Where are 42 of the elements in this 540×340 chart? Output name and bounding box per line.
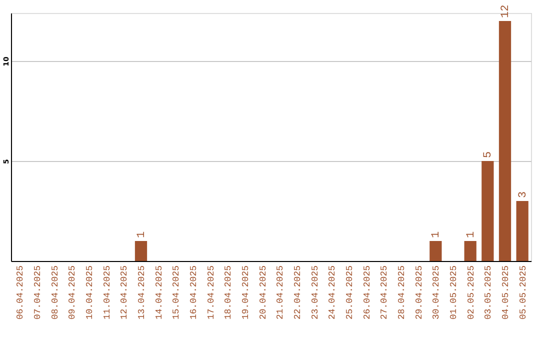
x-tick-label: 27.04.2025 — [380, 266, 390, 320]
x-tick-label: 13.04.2025 — [137, 266, 147, 320]
data-label: 1 — [136, 231, 148, 238]
x-tick-label: 07.04.2025 — [33, 266, 43, 320]
x-tick-label: 03.05.2025 — [484, 266, 494, 320]
x-tick-label: 06.04.2025 — [16, 266, 26, 320]
x-tick-label: 15.04.2025 — [172, 266, 182, 320]
x-tick-label: 26.04.2025 — [362, 266, 372, 320]
x-tick-label: 24.04.2025 — [328, 266, 338, 320]
bar — [482, 161, 494, 261]
bar — [464, 241, 476, 261]
x-tick-label: 25.04.2025 — [345, 266, 355, 320]
data-label: 12 — [500, 4, 512, 18]
data-label: 5 — [482, 151, 495, 158]
x-tick-label: 30.04.2025 — [432, 266, 442, 320]
x-tick-label: 09.04.2025 — [68, 266, 78, 320]
data-label: 1 — [430, 231, 443, 238]
bar — [430, 241, 442, 261]
data-label: 3 — [517, 191, 530, 198]
x-tick-label: 10.04.2025 — [85, 266, 95, 320]
x-tick-label: 02.05.2025 — [466, 266, 476, 320]
x-tick-label: 28.04.2025 — [397, 266, 407, 320]
x-tick-label: 16.04.2025 — [189, 266, 199, 320]
bar — [516, 201, 528, 261]
bar — [498, 21, 512, 261]
x-tick-label: 21.04.2025 — [276, 266, 286, 320]
x-tick-label: 11.04.2025 — [102, 266, 112, 320]
bar — [134, 241, 148, 261]
x-tick-label: 04.05.2025 — [501, 266, 511, 320]
x-tick-label: 23.04.2025 — [310, 266, 320, 320]
x-tick-label: 08.04.2025 — [50, 266, 60, 320]
x-tick-label: 29.04.2025 — [414, 266, 424, 320]
x-tick-label: 18.04.2025 — [224, 266, 234, 320]
x-tick-label: 01.05.2025 — [449, 266, 459, 320]
x-tick-label: 22.04.2025 — [293, 266, 303, 320]
x-tick-label: 17.04.2025 — [206, 266, 216, 320]
x-tick-label: 05.05.2025 — [518, 266, 528, 320]
x-tick-label: 14.04.2025 — [154, 266, 164, 320]
x-tick-label: 20.04.2025 — [258, 266, 268, 320]
x-tick-label: 19.04.2025 — [241, 266, 251, 320]
data-label: 1 — [465, 231, 478, 238]
x-tick-label: 12.04.2025 — [120, 266, 130, 320]
